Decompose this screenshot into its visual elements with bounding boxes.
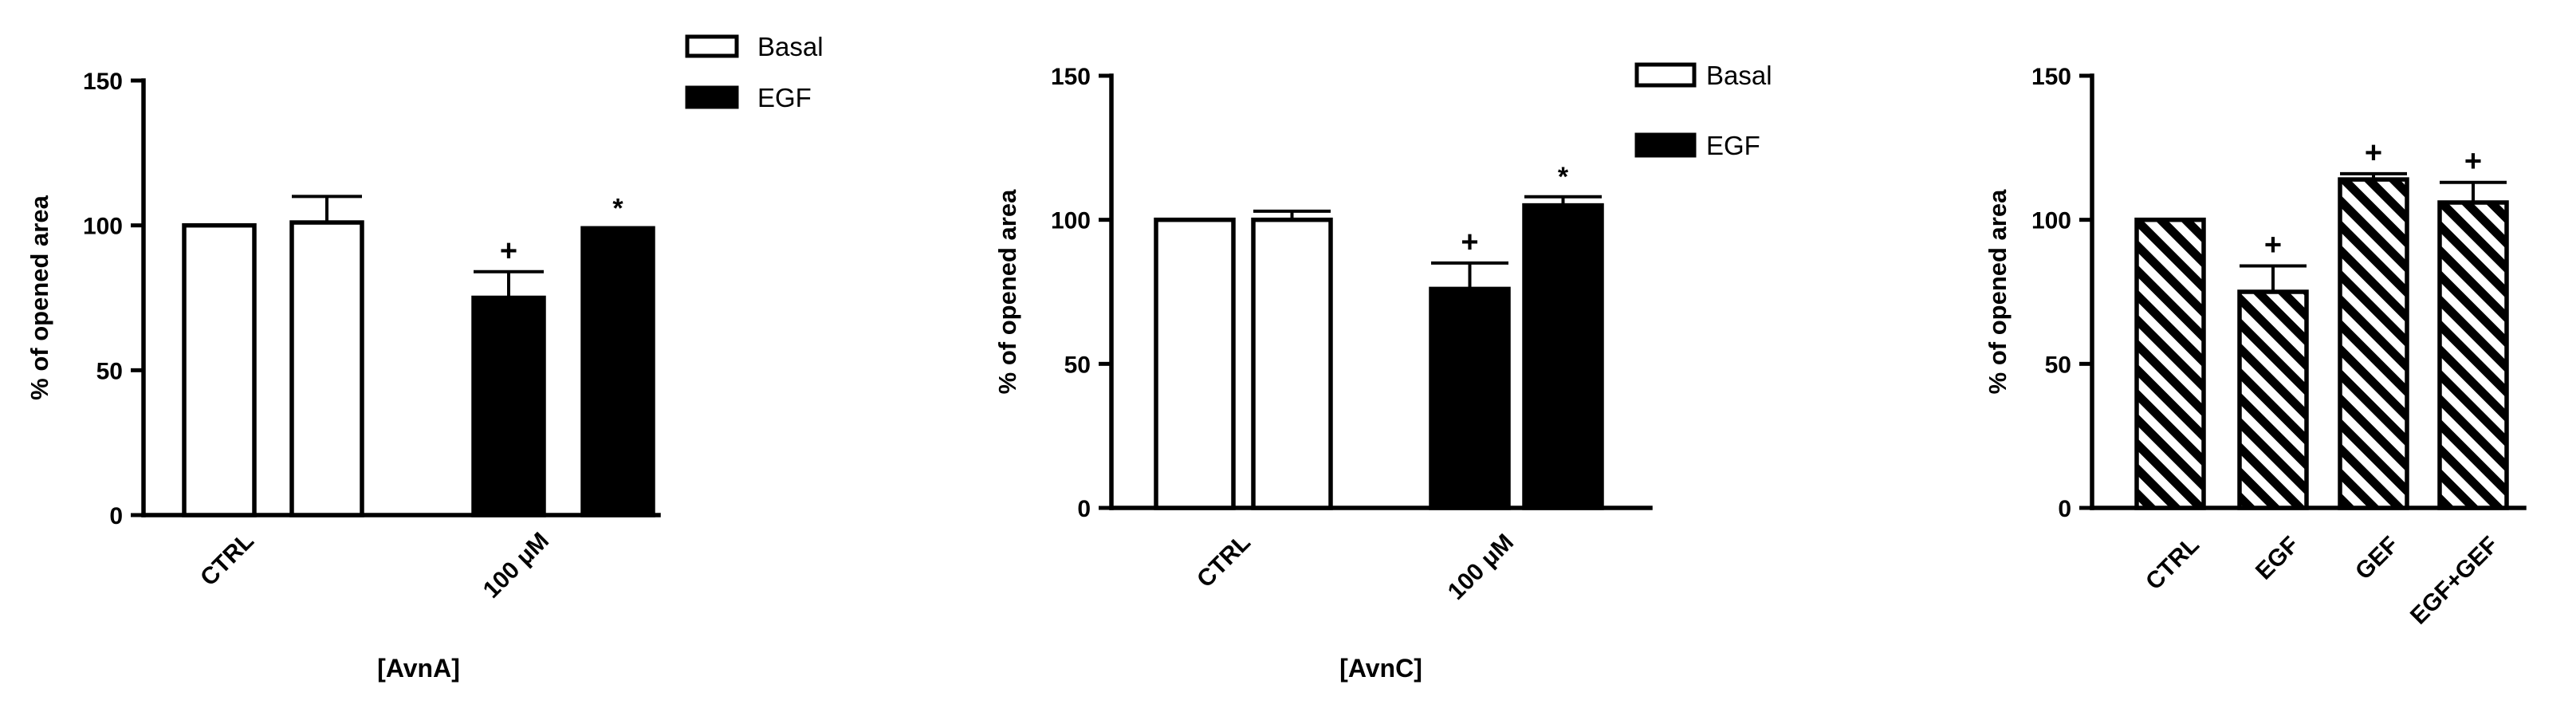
significance-marker: + bbox=[2264, 228, 2282, 262]
bar-egf-2 bbox=[1522, 203, 1604, 510]
y-axis-title: % of opened area bbox=[1984, 189, 2012, 394]
bar-egf-1 bbox=[471, 295, 546, 517]
y-tick-label: 50 bbox=[2045, 352, 2071, 378]
y-tick-label: 0 bbox=[1077, 496, 1091, 522]
significance-marker: + bbox=[1461, 226, 1478, 259]
x-tick-label: CTRL bbox=[2141, 532, 2204, 596]
x-axis-title: [AvnC] bbox=[1339, 654, 1422, 683]
legend-label-egf: EGF bbox=[757, 83, 812, 112]
legend-swatch-basal bbox=[1634, 62, 1697, 88]
x-tick-label: CTRL bbox=[1192, 529, 1256, 593]
bar-basal-1 bbox=[1154, 217, 1236, 510]
legend-swatch-egf bbox=[1634, 132, 1697, 158]
significance-marker: + bbox=[2365, 136, 2382, 170]
significance-marker: + bbox=[500, 234, 517, 268]
bar-egf-2 bbox=[580, 226, 655, 517]
legend-label-basal: Basal bbox=[1706, 61, 1772, 90]
x-tick-label: EGF bbox=[2251, 532, 2304, 585]
bar-basal-2 bbox=[1251, 217, 1333, 510]
bar-series-4 bbox=[2437, 200, 2509, 510]
y-tick-label: 150 bbox=[1051, 64, 1091, 90]
x-tick-label: EGF+GEF bbox=[2405, 532, 2503, 630]
y-tick-label: 150 bbox=[2031, 64, 2071, 90]
x-tick-label: GEF bbox=[2350, 532, 2404, 585]
y-axis-title: % of opened area bbox=[993, 189, 1021, 394]
x-tick-label: CTRL bbox=[195, 528, 259, 592]
y-tick-label: 50 bbox=[96, 358, 123, 384]
chart-panel-3: 0 50 100 150 % of opened area + + + CTRL EGF GEF EG… bbox=[1984, 64, 2527, 630]
y-tick-label: 50 bbox=[1064, 352, 1091, 378]
y-tick-label: 100 bbox=[83, 214, 123, 240]
legend-swatch-egf bbox=[685, 85, 739, 109]
y-tick-label: 0 bbox=[2058, 496, 2071, 522]
legend-label-egf: EGF bbox=[1706, 131, 1760, 160]
bar-series-3 bbox=[2338, 177, 2409, 510]
bar-basal-1 bbox=[182, 222, 257, 517]
y-tick-label: 0 bbox=[109, 503, 123, 529]
x-tick-label: 100 μM bbox=[1443, 529, 1519, 605]
bar-series-2 bbox=[2237, 289, 2309, 510]
y-axis-title: % of opened area bbox=[26, 195, 53, 399]
legend-swatch-basal bbox=[685, 34, 739, 58]
x-axis-title: [AvnA] bbox=[377, 654, 460, 683]
y-tick-label: 100 bbox=[1051, 208, 1091, 234]
significance-marker: * bbox=[612, 193, 623, 223]
chart-panel-2: 0 50 100 150 % of opened area + * CTRL 100 μM [Av… bbox=[993, 61, 1772, 683]
bar-basal-2 bbox=[289, 220, 364, 517]
bar-egf-1 bbox=[1429, 286, 1511, 510]
significance-marker: + bbox=[2464, 145, 2482, 179]
x-tick-label: 100 μM bbox=[478, 528, 554, 604]
chart-panel-1: 0 50 100 150 % of opened area + * CTRL 100 μM [Av… bbox=[26, 32, 824, 683]
bar-series-1 bbox=[2134, 217, 2206, 510]
significance-marker: * bbox=[1558, 162, 1569, 192]
y-tick-label: 150 bbox=[83, 69, 123, 95]
legend-label-basal: Basal bbox=[757, 32, 824, 61]
y-tick-label: 100 bbox=[2031, 208, 2071, 234]
